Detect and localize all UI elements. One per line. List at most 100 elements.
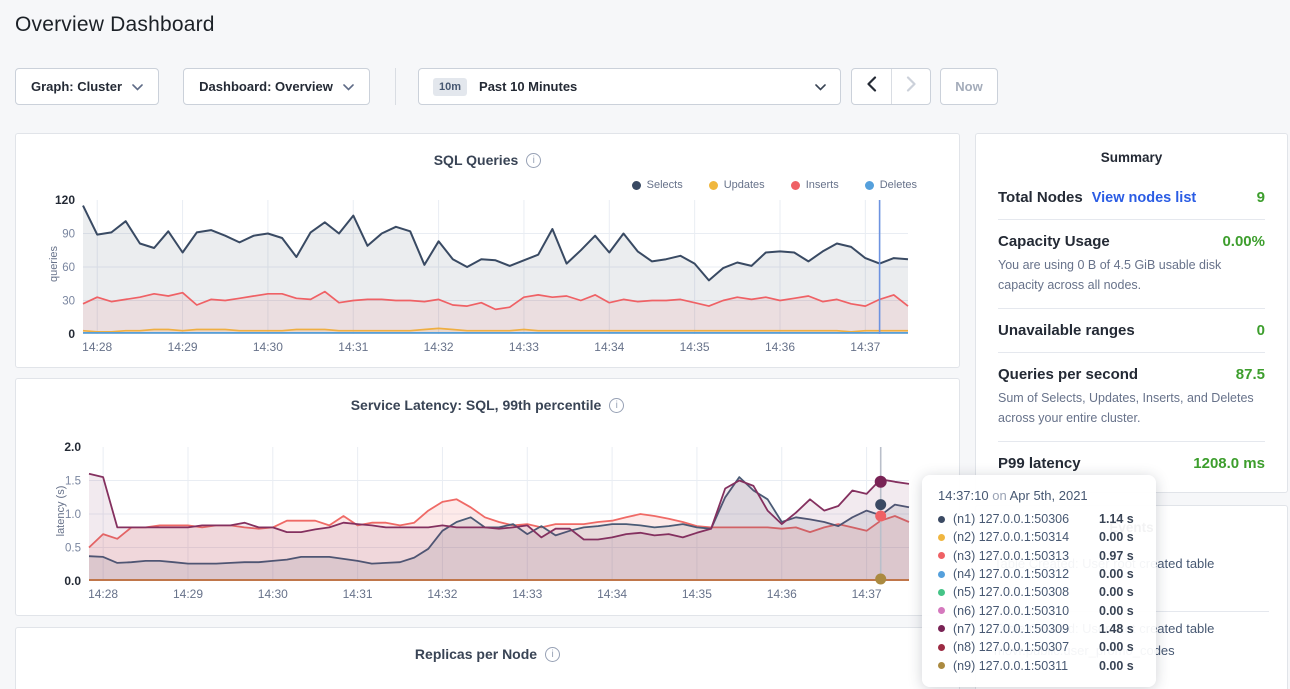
- divider: [998, 352, 1265, 353]
- svg-text:14:32: 14:32: [427, 587, 457, 601]
- time-range-picker[interactable]: 10m Past 10 Minutes: [418, 68, 841, 105]
- tooltip-row: (n2) 127.0.0.1:50314 0.00 s: [938, 528, 1142, 546]
- tooltip-rows: (n1) 127.0.0.1:50306 1.14 s (n2) 127.0.0.1…: [938, 510, 1142, 675]
- info-icon[interactable]: i: [609, 397, 625, 413]
- chart-title: Replicas per Node: [414, 646, 538, 662]
- series-dot-icon: [938, 588, 945, 596]
- summary-title: Summary: [1100, 150, 1163, 165]
- divider: [998, 219, 1265, 220]
- svg-text:14:32: 14:32: [424, 340, 454, 354]
- svg-text:14:34: 14:34: [597, 587, 627, 601]
- svg-text:14:33: 14:33: [509, 340, 539, 354]
- sql-queries-chart-panel: SQL Queries i Selects Updates Inserts Delet…: [15, 133, 960, 368]
- tooltip-row: (n5) 127.0.0.1:50308 0.00 s: [938, 583, 1142, 601]
- svg-text:0: 0: [68, 327, 75, 341]
- svg-text:14:28: 14:28: [82, 340, 112, 354]
- svg-text:1.5: 1.5: [65, 476, 81, 488]
- series-dot-icon: [938, 515, 945, 523]
- now-button[interactable]: Now: [940, 68, 998, 105]
- chart-legend: Selects Updates Inserts Deletes: [631, 179, 917, 191]
- legend-item[interactable]: Updates: [708, 179, 765, 191]
- time-pager: [851, 68, 931, 105]
- replicas-per-node-chart-panel: Replicas per Node i: [15, 627, 960, 689]
- svg-text:120: 120: [55, 193, 75, 207]
- tooltip-time: 14:37:10: [938, 488, 989, 503]
- legend-item[interactable]: Deletes: [864, 179, 917, 191]
- chart-hover-tooltip: 14:37:10 on Apr 5th, 2021 (n1) 127.0.0.1…: [922, 475, 1156, 687]
- svg-text:14:33: 14:33: [512, 587, 542, 601]
- now-button-label: Now: [955, 79, 983, 94]
- chevron-left-icon: [866, 76, 877, 97]
- svg-text:2.0: 2.0: [64, 440, 81, 454]
- queries-per-second-description: Sum of Selects, Updates, Inserts, and De…: [998, 391, 1254, 425]
- time-range-badge: 10m: [433, 77, 468, 96]
- next-time-button[interactable]: [891, 69, 930, 104]
- chevron-down-icon: [815, 79, 826, 94]
- svg-text:14:31: 14:31: [343, 587, 373, 601]
- capacity-usage-description: You are using 0 B of 4.5 GiB usable disk…: [998, 258, 1222, 292]
- series-dot-icon: [938, 607, 945, 615]
- legend-item[interactable]: Selects: [631, 179, 683, 191]
- legend-dot-icon: [864, 180, 874, 190]
- legend-dot-icon: [790, 180, 800, 190]
- svg-text:14:31: 14:31: [338, 340, 368, 354]
- chevron-down-icon: [132, 79, 143, 94]
- divider: [395, 68, 396, 105]
- tooltip-row: (n9) 127.0.0.1:50311 0.00 s: [938, 656, 1142, 674]
- svg-text:14:28: 14:28: [88, 587, 118, 601]
- queries-per-second-value: 87.5: [1235, 366, 1265, 383]
- svg-text:14:37: 14:37: [850, 340, 880, 354]
- svg-text:90: 90: [62, 229, 75, 241]
- svg-text:14:37: 14:37: [852, 587, 882, 601]
- series-dot-icon: [938, 662, 945, 670]
- capacity-usage-value: 0.00%: [1222, 233, 1265, 250]
- prev-time-button[interactable]: [852, 69, 891, 104]
- tooltip-row: (n6) 127.0.0.1:50310 0.00 s: [938, 601, 1142, 619]
- total-nodes-value: 9: [1256, 189, 1265, 206]
- chevron-right-icon: [906, 76, 917, 97]
- svg-text:14:30: 14:30: [253, 340, 283, 354]
- tooltip-row: (n3) 127.0.0.1:50313 0.97 s: [938, 547, 1142, 565]
- capacity-usage-label: Capacity Usage: [998, 233, 1110, 250]
- sql-queries-plot[interactable]: 0 30 60 90 120 14:28 14:29 14:30 14:31 14:32 14:33…: [16, 134, 961, 369]
- svg-text:14:34: 14:34: [594, 340, 624, 354]
- divider: [998, 308, 1265, 309]
- series-dot-icon: [938, 533, 945, 541]
- summary-panel: Summary Total Nodes View nodes list 9 Ca…: [975, 133, 1288, 493]
- dashboard-dropdown[interactable]: Dashboard: Overview: [183, 68, 370, 105]
- unavailable-ranges-label: Unavailable ranges: [998, 322, 1135, 339]
- svg-text:14:29: 14:29: [173, 587, 203, 601]
- dashboard-dropdown-label: Dashboard: Overview: [199, 79, 333, 94]
- service-latency-chart-panel: Service Latency: SQL, 99th percentile i …: [15, 378, 960, 616]
- tooltip-row: (n4) 127.0.0.1:50312 0.00 s: [938, 565, 1142, 583]
- p99-latency-label: P99 latency: [998, 455, 1081, 472]
- service-latency-plot[interactable]: 0.0 0.5 1.0 1.5 2.0 14:28 14:29 14:30 14:31 14:32…: [16, 379, 961, 617]
- svg-text:0.0: 0.0: [64, 574, 81, 588]
- divider: [998, 441, 1265, 442]
- graph-dropdown[interactable]: Graph: Cluster: [15, 68, 159, 105]
- info-icon[interactable]: i: [526, 152, 542, 168]
- svg-text:60: 60: [62, 262, 75, 274]
- tooltip-row: (n8) 127.0.0.1:50307 0.00 s: [938, 638, 1142, 656]
- time-range-label: Past 10 Minutes: [479, 79, 578, 94]
- unavailable-ranges-value: 0: [1256, 322, 1265, 339]
- svg-text:14:36: 14:36: [765, 340, 795, 354]
- legend-dot-icon: [631, 180, 641, 190]
- svg-text:14:35: 14:35: [680, 340, 710, 354]
- series-dot-icon: [938, 625, 945, 633]
- svg-text:14:36: 14:36: [767, 587, 797, 601]
- legend-item[interactable]: Inserts: [790, 179, 839, 191]
- total-nodes-label: Total Nodes: [998, 189, 1083, 206]
- svg-text:1.0: 1.0: [65, 509, 81, 521]
- p99-latency-value: 1208.0 ms: [1193, 455, 1265, 472]
- legend-dot-icon: [708, 180, 718, 190]
- tooltip-date: Apr 5th, 2021: [1009, 488, 1088, 503]
- svg-text:0.5: 0.5: [65, 543, 81, 555]
- svg-text:14:29: 14:29: [168, 340, 198, 354]
- chart-title: SQL Queries: [433, 152, 519, 168]
- view-nodes-list-link[interactable]: View nodes list: [1091, 190, 1197, 206]
- chevron-down-icon: [343, 79, 354, 94]
- svg-text:30: 30: [62, 296, 75, 308]
- info-icon[interactable]: i: [545, 646, 561, 662]
- chart-title: Service Latency: SQL, 99th percentile: [350, 397, 602, 413]
